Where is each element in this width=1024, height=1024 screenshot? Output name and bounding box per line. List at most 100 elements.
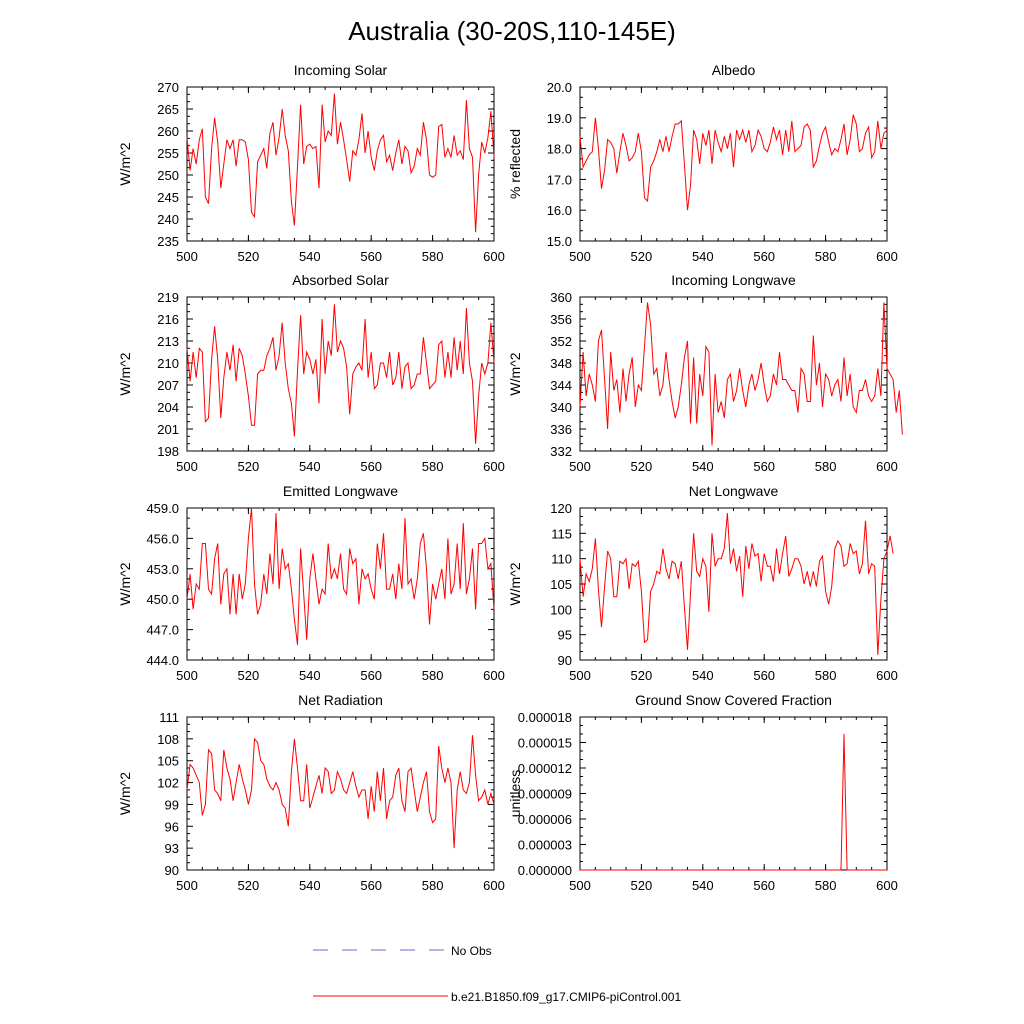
x-tick-label: 520	[238, 249, 260, 264]
panel-title: Absorbed Solar	[292, 272, 389, 288]
panel-emitted-longwave: Emitted Longwave W/m^2 500 520 540 560 580 600 4…	[117, 483, 505, 683]
y-tick-label: 108	[157, 732, 179, 747]
y-tick-label: 100	[550, 602, 572, 617]
y-tick-label: 95	[558, 628, 572, 643]
series-line	[186, 304, 495, 444]
y-axis-label: W/m^2	[507, 352, 523, 395]
x-tick-label: 500	[176, 459, 198, 474]
y-tick-label: 0.000003	[518, 838, 572, 853]
x-tick-label: 600	[876, 459, 898, 474]
series-line	[186, 507, 495, 645]
y-tick-label: 0.000009	[518, 787, 572, 802]
x-tick-label: 600	[876, 878, 898, 893]
x-tick-label: 500	[569, 878, 591, 893]
plot-frame	[186, 86, 495, 242]
y-tick-label: 450.0	[146, 592, 179, 607]
y-tick-label: 356	[550, 312, 572, 327]
y-tick-label: 0.000015	[518, 736, 572, 751]
x-tick-label: 580	[422, 459, 444, 474]
y-tick-label: 332	[550, 444, 572, 459]
x-tick-label: 500	[176, 878, 198, 893]
panel-absorbed-solar: Absorbed Solar W/m^2 500 520 540 560 580 600 198…	[117, 272, 505, 474]
panels: Incoming Solar W/m^2 500 520 540 560 580 600 235…	[117, 62, 903, 893]
y-tick-label: 105	[550, 577, 572, 592]
y-tick-label: 260	[157, 124, 179, 139]
plot-frame	[186, 296, 495, 452]
y-tick-label: 0.000012	[518, 761, 572, 776]
x-tick-label: 600	[483, 878, 505, 893]
y-tick-label: 270	[157, 80, 179, 95]
x-tick-label: 520	[631, 459, 653, 474]
x-tick-label: 540	[692, 668, 714, 683]
y-tick-label: 459.0	[146, 501, 179, 516]
panel-title: Incoming Longwave	[671, 272, 796, 288]
panel-incoming-solar: Incoming Solar W/m^2 500 520 540 560 580 600 235…	[117, 62, 505, 264]
y-tick-label: 115	[551, 526, 572, 541]
panel-ground-snow-covered-fraction: Ground Snow Covered Fraction unitless 500 5…	[507, 692, 898, 893]
x-tick-label: 500	[569, 459, 591, 474]
panel-title: Ground Snow Covered Fraction	[635, 692, 832, 708]
y-tick-label: 213	[157, 334, 179, 349]
legend-model-label: b.e21.B1850.f09_g17.CMIP6-piControl.001	[451, 990, 681, 1004]
x-tick-label: 500	[569, 668, 591, 683]
x-tick-label: 560	[753, 249, 775, 264]
x-tick-label: 500	[176, 249, 198, 264]
x-tick-label: 580	[422, 878, 444, 893]
y-tick-label: 0.000006	[518, 812, 572, 827]
x-tick-label: 600	[876, 668, 898, 683]
x-tick-label: 580	[422, 249, 444, 264]
y-axis-label: % reflected	[507, 129, 523, 199]
figure-title: Australia (30-20S,110-145E)	[348, 16, 676, 46]
x-tick-label: 580	[422, 668, 444, 683]
y-tick-label: 207	[157, 378, 179, 393]
x-tick-label: 560	[753, 668, 775, 683]
y-tick-label: 90	[558, 653, 572, 668]
y-tick-label: 17.0	[547, 172, 572, 187]
y-tick-label: 198	[157, 444, 179, 459]
x-tick-label: 540	[692, 459, 714, 474]
panel-title: Incoming Solar	[294, 62, 388, 78]
y-tick-label: 0.000018	[518, 710, 572, 725]
panel-title: Net Radiation	[298, 692, 383, 708]
x-tick-label: 540	[692, 878, 714, 893]
x-tick-label: 560	[360, 249, 382, 264]
y-tick-label: 120	[550, 501, 572, 516]
x-tick-label: 580	[815, 459, 837, 474]
x-tick-label: 500	[176, 668, 198, 683]
y-tick-label: 111	[159, 710, 179, 725]
y-tick-label: 219	[157, 290, 179, 305]
panel-albedo: Albedo % reflected 500 520 540 560 580 600 15.0 1…	[507, 62, 898, 264]
x-tick-label: 500	[569, 249, 591, 264]
y-axis-label: W/m^2	[117, 142, 133, 185]
panel-title: Albedo	[712, 62, 756, 78]
y-axis-label: W/m^2	[507, 562, 523, 605]
x-tick-label: 520	[238, 668, 260, 683]
series-line	[579, 302, 903, 446]
y-tick-label: 235	[157, 234, 179, 249]
y-tick-label: 360	[550, 290, 572, 305]
y-tick-label: 336	[550, 422, 572, 437]
plot-frame	[579, 507, 888, 661]
panel-net-radiation: Net Radiation W/m^2 500 520 540 560 580 600 90 93…	[117, 692, 505, 893]
x-tick-label: 600	[483, 668, 505, 683]
series-line	[579, 513, 894, 655]
y-tick-label: 216	[157, 312, 179, 327]
y-tick-label: 201	[157, 422, 179, 437]
x-tick-label: 540	[299, 249, 321, 264]
plot-frame	[579, 716, 888, 871]
x-tick-label: 540	[299, 459, 321, 474]
y-axis-label: unitless	[507, 770, 523, 817]
y-tick-label: 90	[165, 863, 179, 878]
y-tick-label: 344	[550, 378, 572, 393]
y-tick-label: 99	[165, 797, 179, 812]
x-tick-label: 520	[631, 668, 653, 683]
y-tick-label: 15.0	[547, 234, 572, 249]
x-tick-label: 560	[753, 459, 775, 474]
y-tick-label: 18.0	[547, 142, 572, 157]
y-tick-label: 105	[157, 754, 179, 769]
y-axis-label: W/m^2	[117, 772, 133, 815]
legend: No Obs b.e21.B1850.f09_g17.CMIP6-piContr…	[313, 944, 681, 1004]
x-tick-label: 580	[815, 878, 837, 893]
series-line	[580, 733, 887, 871]
